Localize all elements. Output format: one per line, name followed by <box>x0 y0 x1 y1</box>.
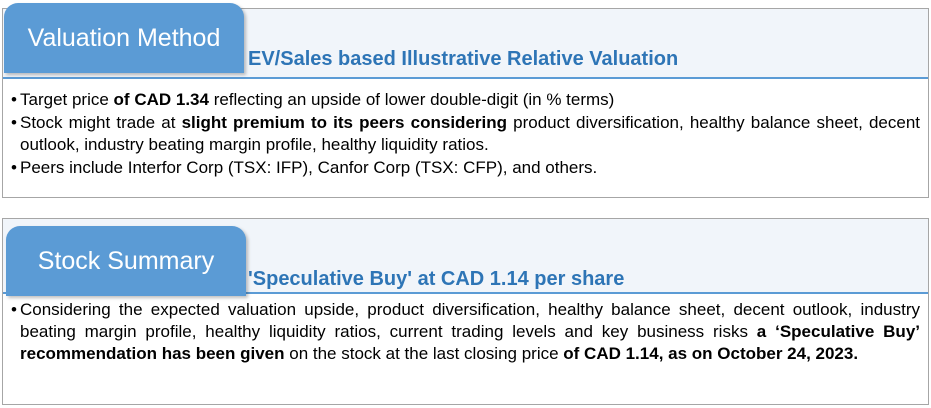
stock-summary-tab: Stock Summary <box>6 226 246 296</box>
bullet-text-run: reflecting an upside of lower double-dig… <box>208 90 615 109</box>
bullet-item: • Stock might trade at slight premium to … <box>11 112 920 156</box>
bullet-text-run: Target price <box>20 90 114 109</box>
bullet-text-run: slight premium to its peers considering <box>181 113 508 132</box>
valuation-method-tab: Valuation Method <box>4 3 244 73</box>
bullet-text-run: of CAD 1.14, as on October 24, 2023. <box>563 344 859 363</box>
valuation-bullets: • Target price of CAD 1.34 reflecting an … <box>11 89 920 180</box>
bullet-text: Target price of CAD 1.34 reflecting an u… <box>20 89 920 111</box>
summary-section: • Considering the expected valuation upsi… <box>2 218 929 405</box>
summary-heading: 'Speculative Buy' at CAD 1.14 per share <box>248 268 625 290</box>
bullet-item: • Considering the expected valuation upsi… <box>11 299 920 365</box>
bullet-text: Considering the expected valuation upsid… <box>20 299 920 365</box>
bullet-text-run: on the stock at the last closing price <box>284 344 564 363</box>
bullet-item: • Target price of CAD 1.34 reflecting an … <box>11 89 920 111</box>
bullet-text: Stock might trade at slight premium to i… <box>20 112 920 156</box>
bullet-text-run: product diversification, healthy balance… <box>20 113 920 154</box>
bullet-dot: • <box>11 90 17 109</box>
bullet-dot: • <box>11 113 17 132</box>
bullet-text-run: of CAD 1.34 <box>113 90 209 109</box>
bullet-item: • Peers include Interfor Corp (TSX: IFP),… <box>11 157 920 179</box>
bullet-text-run: Peers include Interfor Corp (TSX: IFP), … <box>20 158 598 177</box>
bullet-dot: • <box>11 158 17 177</box>
valuation-heading: EV/Sales based Illustrative Relative Val… <box>248 48 679 70</box>
summary-bullets: • Considering the expected valuation upsi… <box>11 299 920 366</box>
bullet-text: Peers include Interfor Corp (TSX: IFP), … <box>20 157 920 179</box>
bullet-text-run: Considering the expected valuation upsid… <box>20 300 920 341</box>
bullet-text-run: Stock might trade at <box>20 113 182 132</box>
bullet-text-run: a ‘Speculative Buy’ recommendation has b… <box>20 322 920 363</box>
bullet-dot: • <box>11 300 17 319</box>
